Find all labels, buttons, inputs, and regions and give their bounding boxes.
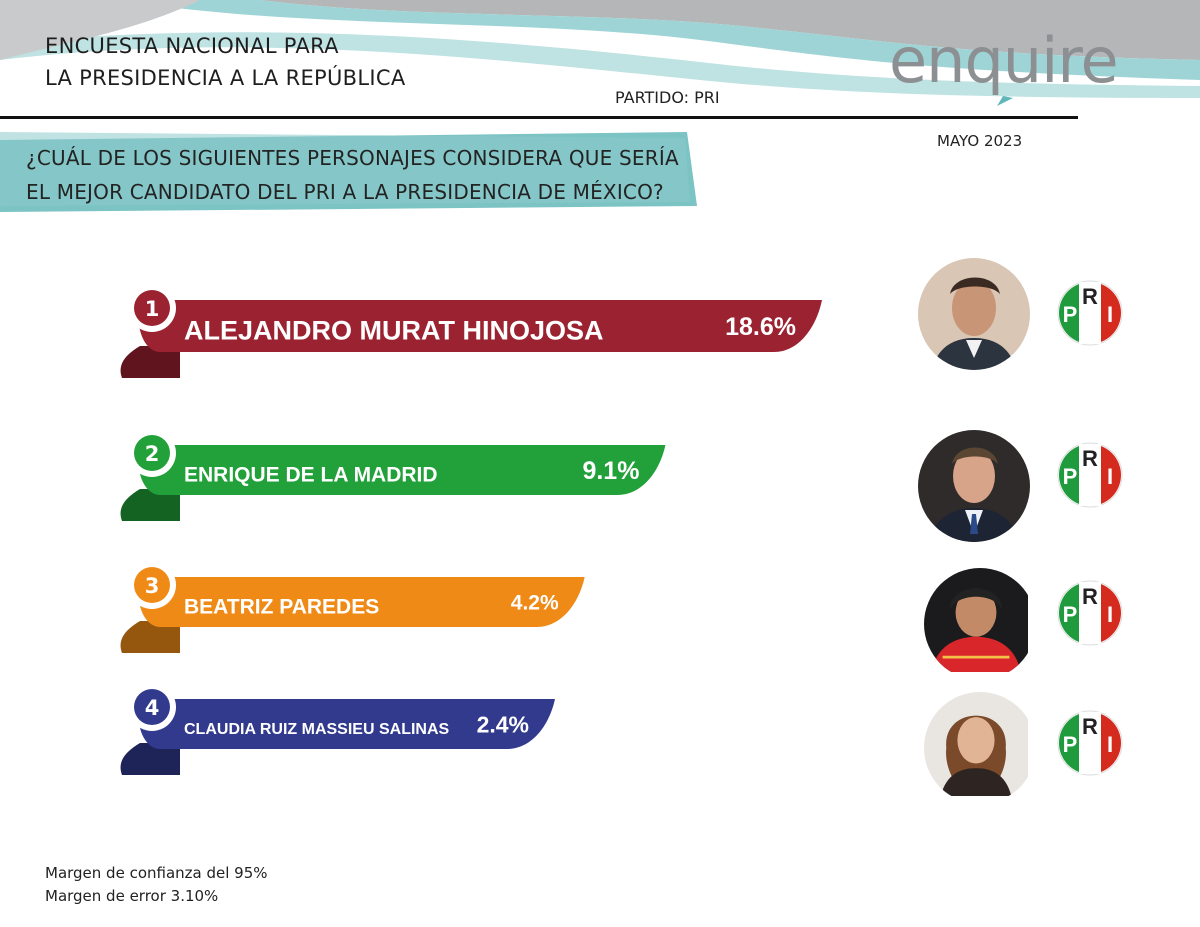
candidate-photo-2 xyxy=(918,430,1030,542)
bar-fold-4 xyxy=(120,743,180,775)
value-label-2: 9.1% xyxy=(582,457,639,485)
rank-badge-3 xyxy=(134,567,170,603)
rank-badge-1 xyxy=(134,290,170,326)
bar-3 xyxy=(138,577,585,627)
pri-logo-letter: I xyxy=(1107,602,1113,627)
question-line-2: EL MEJOR CANDIDATO DEL PRI A LA PRESIDEN… xyxy=(26,180,664,204)
brand-text: enquire xyxy=(889,24,1118,97)
bar-1 xyxy=(138,300,823,352)
party-label: PARTIDO: PRI xyxy=(615,88,720,107)
value-label-4: 2.4% xyxy=(477,711,529,737)
rank-badge-ring-3 xyxy=(128,561,176,609)
pri-logo-white xyxy=(1079,282,1101,344)
pri-logo-red xyxy=(1090,582,1121,644)
value-label-1: 18.6% xyxy=(725,313,796,341)
enquire-logo: enquire xyxy=(889,24,1119,106)
pri-logo-2: PRI xyxy=(1057,442,1123,508)
pri-logo-green xyxy=(1059,582,1090,644)
bar-fold-1 xyxy=(120,346,180,378)
candidate-name-1: ALEJANDRO MURAT HINOJOSA xyxy=(184,316,604,346)
candidate-name-3: BEATRIZ PAREDES xyxy=(184,596,379,619)
pri-logo-letter: R xyxy=(1082,584,1098,609)
question-box xyxy=(0,132,697,212)
candidate-name-2: ENRIQUE DE LA MADRID xyxy=(184,464,438,487)
rank-number-1: 1 xyxy=(145,297,160,321)
rank-badge-ring-2 xyxy=(128,429,176,477)
title-line-2: LA PRESIDENCIA A LA REPÚBLICA xyxy=(45,66,406,90)
bar-4 xyxy=(138,699,556,749)
bar-fold-2 xyxy=(120,489,180,521)
pri-logo-green xyxy=(1059,712,1090,774)
bar-fold-3 xyxy=(120,621,180,653)
pri-logo-letter: P xyxy=(1063,732,1078,757)
question-line-1: ¿CUÁL DE LOS SIGUIENTES PERSONAJES CONSI… xyxy=(26,146,679,170)
pri-logo-letter: R xyxy=(1082,446,1098,471)
pri-logo-letter: P xyxy=(1063,602,1078,627)
pri-logo-green xyxy=(1059,444,1090,506)
pri-logo-red xyxy=(1090,444,1121,506)
confidence-note: Margen de confianza del 95% xyxy=(45,864,268,882)
pri-logo-letter: P xyxy=(1063,302,1078,327)
error-note: Margen de error 3.10% xyxy=(45,887,219,905)
rank-badge-ring-4 xyxy=(128,683,176,731)
pri-logo-white xyxy=(1079,444,1101,506)
pri-logo-white xyxy=(1079,582,1101,644)
rank-number-2: 2 xyxy=(145,442,160,466)
pri-logo-letter: I xyxy=(1107,732,1113,757)
pri-logo-red xyxy=(1090,282,1121,344)
pri-logo-1: PRI xyxy=(1057,280,1123,346)
rank-number-4: 4 xyxy=(145,696,160,720)
pri-logo-letter: R xyxy=(1082,284,1098,309)
title-line-1: ENCUESTA NACIONAL PARA xyxy=(45,34,339,58)
pri-logo-red xyxy=(1090,712,1121,774)
pri-logo-letter: P xyxy=(1063,464,1078,489)
pri-logo-letter: I xyxy=(1107,302,1113,327)
value-label-3: 4.2% xyxy=(511,592,559,615)
candidate-name-4: CLAUDIA RUIZ MASSIEU SALINAS xyxy=(184,721,450,738)
rank-badge-ring-1 xyxy=(128,284,176,332)
candidate-photo-4 xyxy=(924,692,1036,804)
pri-logo-letter: I xyxy=(1107,464,1113,489)
pri-logo-3: PRI xyxy=(1057,580,1123,646)
header-band xyxy=(0,0,1200,110)
rank-number-3: 3 xyxy=(145,574,160,598)
pri-logo-letter: R xyxy=(1082,714,1098,739)
pri-logo-green xyxy=(1059,282,1090,344)
rank-badge-2 xyxy=(134,435,170,471)
rank-badge-4 xyxy=(134,689,170,725)
pri-logo-4: PRI xyxy=(1057,710,1123,776)
candidate-photo-1 xyxy=(918,258,1030,370)
bar-2 xyxy=(138,445,666,495)
pri-logo-white xyxy=(1079,712,1101,774)
header-rule xyxy=(0,116,1078,119)
survey-date: MAYO 2023 xyxy=(937,132,1023,150)
candidate-photo-3 xyxy=(924,568,1036,680)
